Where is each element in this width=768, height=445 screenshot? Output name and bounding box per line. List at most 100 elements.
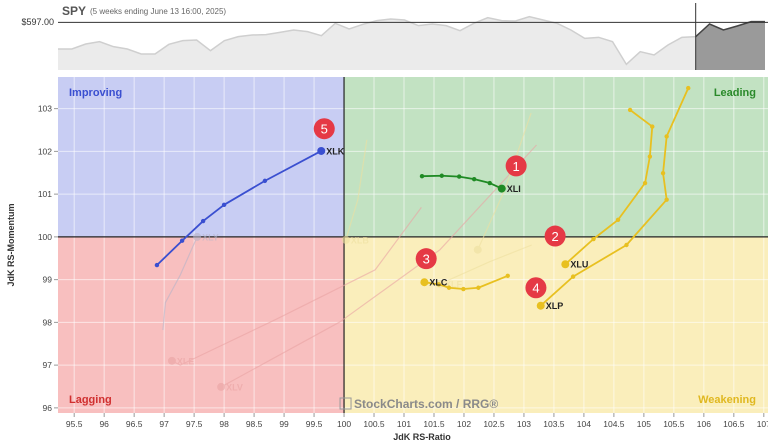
quadrant-label-leading: Leading [714,87,756,99]
head-point [341,235,350,244]
y-tick-label: 99 [43,275,53,285]
x-tick-label: 97.5 [186,419,203,429]
tail-point [642,180,648,186]
series-label: XLK [326,146,345,156]
head-point [420,278,429,287]
x-tick-label: 104 [577,419,591,429]
series-label: XLV [226,382,243,392]
x-tick-label: 103 [517,419,531,429]
x-tick-label: 101.5 [423,419,445,429]
annotation-circle [415,248,437,270]
x-axis-label: JdK RS-Ratio [393,432,451,442]
stockcharts-logo-icon [339,397,352,410]
tail-point [476,285,481,290]
series-label: XLB [351,235,370,245]
annotation-marker-5: 5 [313,118,335,140]
annotation-marker-4: 4 [525,277,547,299]
x-tick-label: 96.5 [126,419,143,429]
series-label: XLI [507,184,521,194]
series-label: XLE [177,356,195,366]
head-point [193,232,202,241]
quadrant-lagging [58,236,345,413]
series-label: XLC [429,278,448,288]
tail-line [345,139,368,241]
annotation-marker-1: 1 [505,155,527,177]
series-xlb: XLB [341,139,370,245]
head-point [167,356,176,365]
y-tick-label: 98 [43,317,53,327]
benchmark-price-panel [58,3,768,71]
series-label: XLY [202,232,219,242]
head-point [536,301,545,310]
tail-point [660,170,666,176]
tail-line [439,244,532,285]
annotation-marker-2: 2 [544,225,566,247]
x-tick-label: 106.5 [723,419,745,429]
tail-point [627,107,633,113]
tail-point [664,197,669,202]
quadrant-leading [344,77,768,237]
tail-line [171,207,422,366]
annotation-number: 5 [321,122,328,137]
x-tick-label: 104.5 [603,419,625,429]
tail-point [262,178,268,184]
tail-point [456,174,462,179]
head-point [317,146,326,155]
highlight-period-area [695,21,765,71]
x-tick-label: 100.5 [363,419,385,429]
annotation-circle [544,225,566,247]
tail-point [439,173,444,178]
y-tick-label: 102 [38,146,52,156]
y-axis-label: JdK RS-Momentum [6,204,16,287]
tail-line [162,236,198,331]
series-label: XLF [445,279,463,289]
price-area [58,16,765,71]
annotation-circle [505,155,527,177]
tail-point [154,262,160,268]
quadrant-label-weakening: Weakening [698,394,756,406]
y-tick-label: 100 [38,232,52,242]
reference-price-label: $597.00 [21,17,54,27]
quadrant-label-improving: Improving [69,87,122,99]
x-tick-label: 102.5 [483,419,505,429]
x-tick-label: 107 [757,419,768,429]
tail-point [505,273,510,278]
x-tick-label: 97 [159,419,169,429]
x-tick-label: 103.5 [543,419,565,429]
tail-point [647,154,653,159]
y-tick-label: 97 [43,360,53,370]
head-point [217,382,226,391]
x-tick-label: 106 [697,419,711,429]
tail-line [421,174,503,190]
head-point [473,245,482,254]
annotation-circle [313,118,335,140]
tail-point [664,134,669,139]
tail-point [686,85,691,91]
x-tick-label: 101 [397,419,411,429]
series-xlk: XLK [154,146,345,268]
head-point [497,184,506,193]
quadrant-improving [58,77,345,237]
x-tick-label: 99 [279,419,289,429]
tail-point [591,236,596,242]
series-label: XLP [546,301,564,311]
series-xli: XLI [419,173,521,194]
tail-point [650,124,655,129]
annotation-number: 4 [532,281,539,296]
y-tick-label: 103 [38,104,52,114]
quadrant-label-lagging: Lagging [69,394,112,406]
highlight-period-line [695,20,765,38]
tail-point [446,285,452,290]
annotation-number: 2 [552,229,559,244]
tail-point [419,173,425,179]
x-tick-label: 105.5 [663,419,685,429]
benchmark-subtitle: (5 weeks ending June 13 16:00, 2025) [90,7,226,16]
series-xlc: XLC [420,273,510,292]
series-xlv: XLV [217,144,537,392]
x-tick-label: 95.5 [66,419,83,429]
annotation-number: 1 [513,159,520,174]
series-xlp: XLP [536,85,691,311]
series-xly: XLY [162,232,219,331]
tail-point [570,274,576,279]
